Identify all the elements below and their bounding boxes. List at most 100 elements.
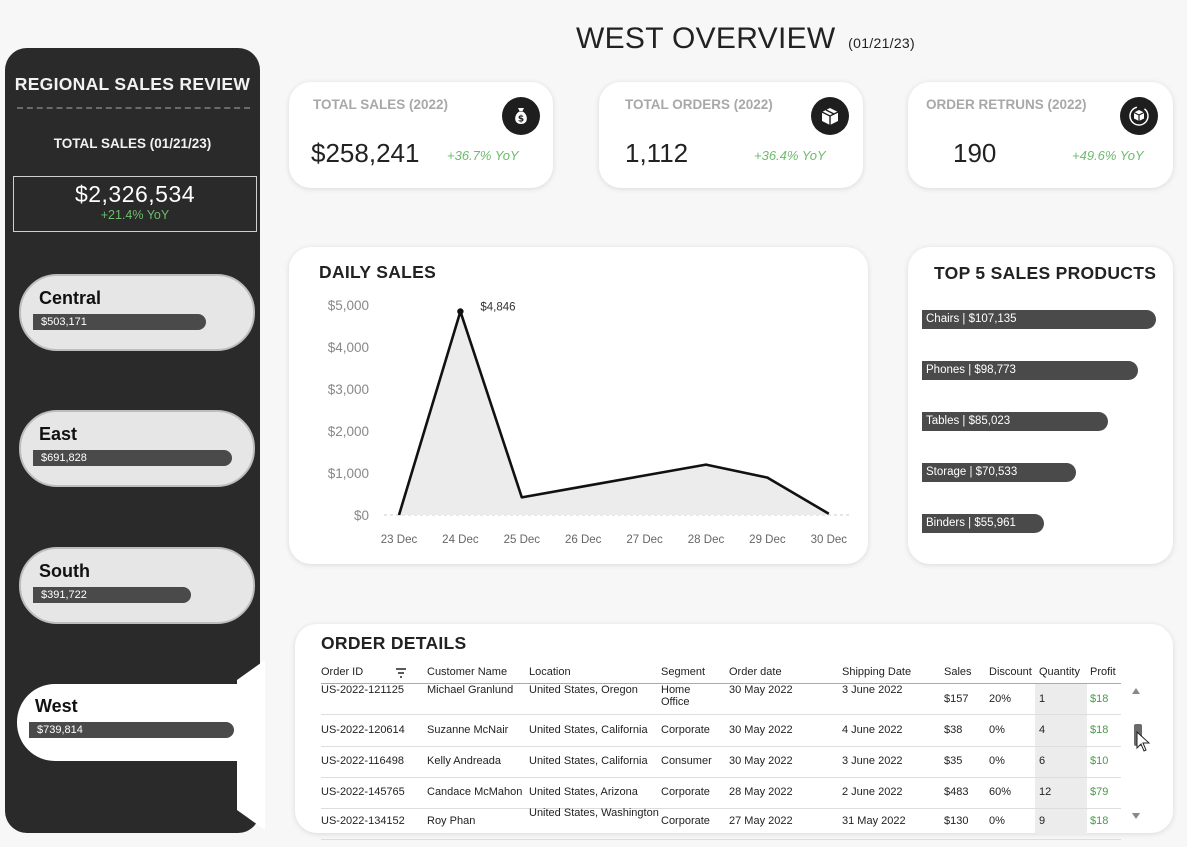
table-row[interactable]: US-2022-121125 Michael Granlund United Sta…: [321, 684, 1121, 715]
chart-title: DAILY SALES: [319, 262, 437, 282]
sidebar-subtitle: TOTAL SALES (01/21/23): [53, 136, 212, 151]
table-cell: 30 May 2022: [729, 755, 793, 767]
table-cell: US-2022-134152: [321, 815, 405, 827]
order-details-card: ORDER DETAILS Order ID Customer Name Locat…: [295, 624, 1173, 840]
daily-sales-chart: $0 $1,000 $2,000 $3,000 $4,000 $5,000 23 Dec 24…: [328, 298, 851, 546]
total-sales-value: $2,326,534: [74, 181, 196, 207]
region-name: South: [39, 561, 90, 581]
table-cell: $18: [1090, 693, 1109, 705]
table-cell: $483: [944, 786, 969, 798]
table-cell: 4: [1039, 724, 1046, 736]
product-bar: Chairs | $107,135: [922, 310, 1156, 329]
table-row[interactable]: US-2022-134152 Roy Phan United States, Was…: [321, 807, 1121, 840]
svg-text:$: $: [518, 115, 524, 125]
table-cell: $157: [944, 693, 969, 705]
table-cell: 27 May 2022: [729, 815, 793, 827]
column-header[interactable]: Sales: [944, 666, 972, 678]
product-bar: Phones | $98,773: [922, 361, 1138, 380]
x-tick-label: 25 Dec: [504, 534, 541, 546]
column-header[interactable]: Customer Name: [427, 666, 508, 678]
table-cell: 6: [1039, 755, 1046, 767]
region-west[interactable]: West $739,814: [17, 684, 265, 761]
x-tick-label: 23 Dec: [381, 534, 418, 546]
product-bar: Binders | $55,961: [922, 514, 1044, 533]
table-cell: Michael Granlund: [427, 684, 514, 696]
peak-point: [457, 308, 464, 315]
table-cell: United States, Arizona: [529, 786, 638, 798]
table-cell: 28 May 2022: [729, 786, 793, 798]
column-header[interactable]: Shipping Date: [842, 666, 912, 678]
table-row[interactable]: US-2022-120614 Suzanne McNair United State…: [321, 716, 1121, 747]
table-cell: $18: [1090, 724, 1109, 736]
top-products-title: TOP 5 SALES PRODUCTS: [934, 263, 1157, 283]
table-cell: $18: [1090, 815, 1109, 827]
kpi-value: $258,241: [311, 138, 420, 168]
column-header[interactable]: Order ID: [321, 666, 364, 678]
kpi-yoy: +36.4% YoY: [754, 148, 826, 163]
header-divider: [321, 683, 1121, 684]
table-cell: 31 May 2022: [842, 815, 906, 827]
column-header[interactable]: Segment: [661, 666, 706, 678]
sort-icon[interactable]: [395, 667, 407, 679]
scroll-up-icon[interactable]: [1130, 686, 1142, 696]
table-cell: US-2022-145765: [321, 786, 405, 798]
table-cell: 9: [1039, 815, 1046, 827]
table-cell: Corporate: [661, 786, 710, 798]
column-header[interactable]: Quantity: [1039, 666, 1080, 678]
column-header[interactable]: Profit: [1090, 666, 1116, 678]
table-cell: Candace McMahon: [427, 786, 523, 798]
kpi-value: 190: [953, 138, 997, 168]
region-south[interactable]: South $391,722: [19, 547, 255, 624]
series-area: [399, 311, 829, 515]
money-bag-icon: $: [502, 97, 540, 135]
kpi-card-total-orders: TOTAL ORDERS (2022) 1,112 +36.4% YoY: [599, 82, 863, 188]
table-cell: Suzanne McNair: [427, 724, 509, 736]
kpi-label: ORDER RETRUNS (2022): [926, 97, 1087, 112]
y-tick-label: $0: [354, 508, 369, 523]
kpi-card-order-returns: ORDER RETRUNS (2022) 190 +49.6% YoY: [908, 82, 1173, 188]
mouse-cursor-icon: [1136, 731, 1151, 752]
quantity-column-highlight: [1035, 684, 1087, 834]
x-tick-label: 26 Dec: [565, 534, 602, 546]
table-cell: US-2022-120614: [321, 724, 405, 736]
table-cell: Corporate: [661, 815, 710, 827]
page-title-text: WEST OVERVIEW: [576, 22, 836, 55]
column-header[interactable]: Discount: [989, 666, 1032, 678]
table-cell: 60%: [989, 786, 1012, 798]
region-central[interactable]: Central $503,171: [19, 274, 255, 351]
table-cell: United States, California: [529, 755, 648, 767]
table-row[interactable]: US-2022-145765 Candace McMahon United Stat…: [321, 778, 1121, 809]
table-cell: Home Office: [661, 684, 691, 708]
table-row[interactable]: US-2022-116498 Kelly Andreada United State…: [321, 747, 1121, 778]
box-icon: [811, 97, 849, 135]
table-cell: Roy Phan: [427, 815, 476, 827]
table-cell: US-2022-121125: [321, 684, 404, 696]
x-tick-label: 28 Dec: [688, 534, 725, 546]
x-tick-label: 29 Dec: [749, 534, 786, 546]
y-tick-label: $5,000: [328, 298, 369, 313]
x-tick-label: 30 Dec: [811, 534, 848, 546]
column-header[interactable]: Location: [529, 666, 571, 678]
region-sales-bar: $503,171: [33, 314, 206, 330]
region-sales-bar: $691,828: [33, 450, 232, 466]
total-sales-box: $2,326,534 +21.4% YoY: [13, 176, 257, 232]
daily-sales-card: DAILY SALES $0 $1,000 $2,000 $3,000 $4,000 $5…: [289, 247, 868, 564]
sidebar-title: REGIONAL SALES REVIEW: [14, 74, 251, 94]
y-tick-label: $3,000: [328, 382, 369, 397]
column-header[interactable]: Order date: [729, 666, 782, 678]
table-cell: 1: [1039, 693, 1046, 705]
table-cell: $130: [944, 815, 969, 827]
page-title: WEST OVERVIEW (01/21/23): [576, 22, 915, 56]
x-tick-label: 24 Dec: [442, 534, 479, 546]
table-cell: Kelly Andreada: [427, 755, 501, 767]
scroll-down-icon[interactable]: [1130, 811, 1142, 821]
y-tick-label: $1,000: [328, 466, 369, 481]
region-name: East: [39, 424, 78, 444]
table-cell: 30 May 2022: [729, 724, 793, 736]
region-name: Central: [39, 288, 102, 308]
table-cell: 3 June 2022: [842, 755, 903, 767]
table-cell: 2 June 2022: [842, 786, 903, 798]
return-box-icon: [1120, 97, 1158, 135]
region-east[interactable]: East $691,828: [19, 410, 255, 487]
total-sales-yoy: +21.4% YoY: [100, 208, 170, 222]
